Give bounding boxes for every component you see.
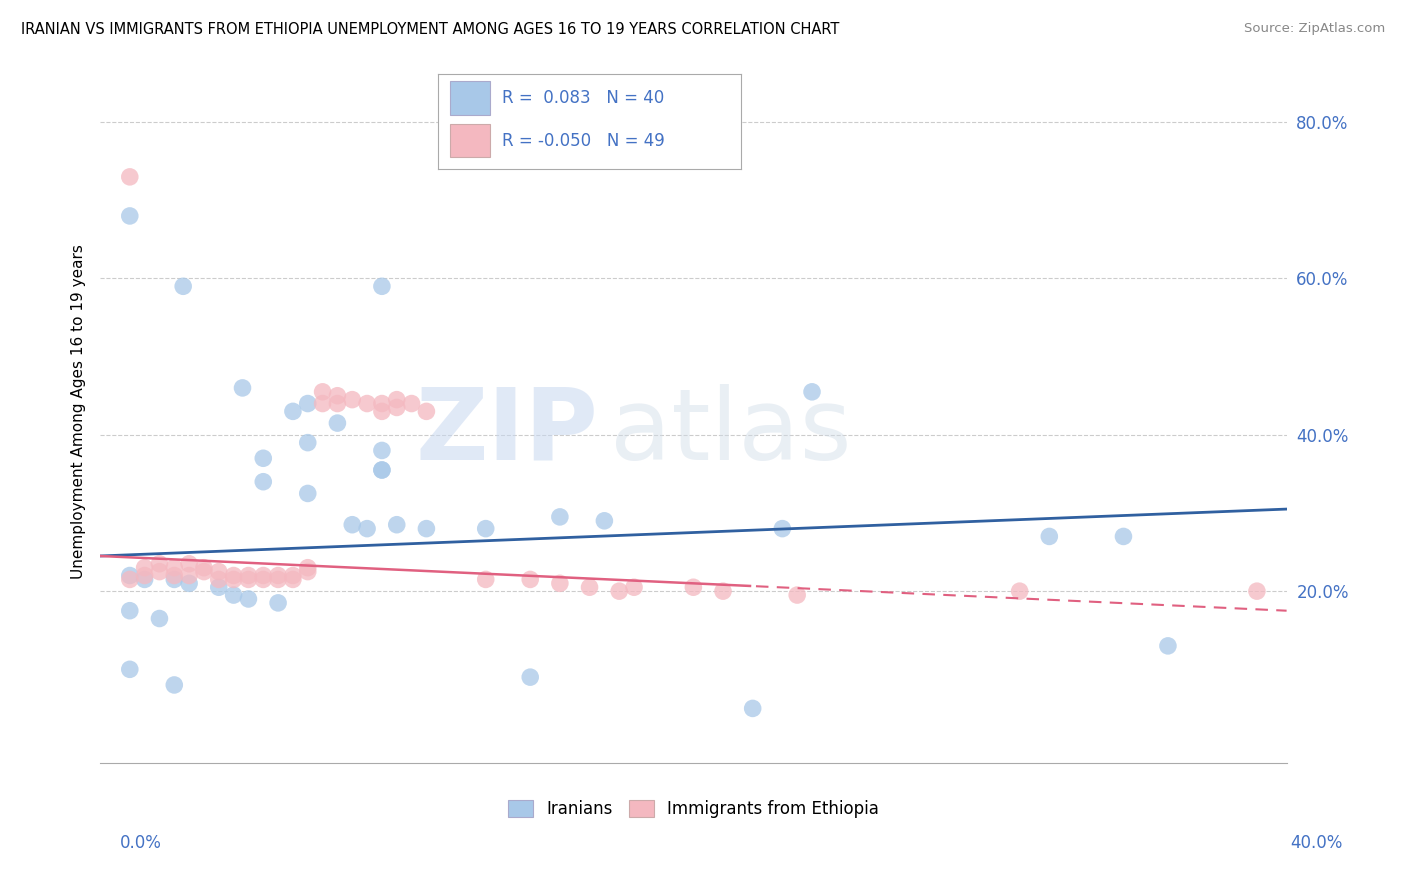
Point — [179, 557, 201, 571]
Point — [297, 486, 319, 500]
Y-axis label: Unemployment Among Ages 16 to 19 years: Unemployment Among Ages 16 to 19 years — [72, 244, 86, 579]
Point — [222, 588, 245, 602]
Point — [238, 568, 260, 582]
Point — [415, 404, 437, 418]
Point — [193, 565, 215, 579]
Legend: Iranians, Immigrants from Ethiopia: Iranians, Immigrants from Ethiopia — [501, 794, 886, 825]
Point — [770, 522, 793, 536]
Point — [252, 451, 274, 466]
Point — [401, 396, 423, 410]
Point — [371, 279, 394, 293]
Point — [1246, 584, 1268, 599]
Point — [356, 396, 378, 410]
Point — [356, 522, 378, 536]
Point — [281, 404, 304, 418]
Point — [607, 584, 630, 599]
Point — [267, 596, 290, 610]
Point — [163, 573, 186, 587]
Point — [326, 396, 349, 410]
Point — [134, 573, 156, 587]
Point — [193, 560, 215, 574]
Point — [118, 604, 141, 618]
Point — [163, 678, 186, 692]
Point — [385, 517, 408, 532]
Text: 40.0%: 40.0% — [1291, 834, 1343, 852]
Point — [281, 573, 304, 587]
Point — [267, 573, 290, 587]
Point — [163, 560, 186, 574]
Point — [163, 568, 186, 582]
Point — [252, 573, 274, 587]
Point — [474, 522, 496, 536]
Point — [148, 565, 170, 579]
Point — [593, 514, 616, 528]
Point — [231, 381, 253, 395]
Point — [118, 169, 141, 184]
Point — [1038, 529, 1060, 543]
Point — [311, 384, 333, 399]
Point — [297, 396, 319, 410]
Point — [519, 573, 541, 587]
Point — [326, 389, 349, 403]
Text: atlas: atlas — [610, 384, 852, 481]
Point — [578, 580, 600, 594]
Point — [208, 580, 231, 594]
Point — [148, 611, 170, 625]
Point — [741, 701, 763, 715]
Point — [267, 568, 290, 582]
Point — [208, 565, 231, 579]
Point — [371, 396, 394, 410]
Point — [1157, 639, 1180, 653]
Point — [342, 392, 364, 407]
Point — [238, 591, 260, 606]
Point — [474, 573, 496, 587]
Point — [134, 560, 156, 574]
Point — [222, 568, 245, 582]
Point — [548, 576, 571, 591]
Point — [118, 568, 141, 582]
Point — [371, 463, 394, 477]
Point — [179, 568, 201, 582]
Point — [252, 475, 274, 489]
Point — [385, 392, 408, 407]
Point — [326, 416, 349, 430]
Point — [172, 279, 194, 293]
Text: IRANIAN VS IMMIGRANTS FROM ETHIOPIA UNEMPLOYMENT AMONG AGES 16 TO 19 YEARS CORRE: IRANIAN VS IMMIGRANTS FROM ETHIOPIA UNEM… — [21, 22, 839, 37]
Point — [371, 463, 394, 477]
Point — [371, 443, 394, 458]
Point — [252, 568, 274, 582]
Point — [682, 580, 704, 594]
Point — [711, 584, 734, 599]
Point — [1112, 529, 1135, 543]
Point — [297, 565, 319, 579]
Point — [786, 588, 808, 602]
Point — [148, 557, 170, 571]
Point — [297, 435, 319, 450]
Point — [548, 509, 571, 524]
Point — [134, 568, 156, 582]
Point — [208, 573, 231, 587]
Point — [342, 517, 364, 532]
Point — [118, 209, 141, 223]
Text: 0.0%: 0.0% — [120, 834, 162, 852]
Point — [311, 396, 333, 410]
Point — [179, 576, 201, 591]
Text: ZIP: ZIP — [416, 384, 599, 481]
Point — [118, 573, 141, 587]
Point — [222, 573, 245, 587]
Point — [801, 384, 824, 399]
Point — [281, 568, 304, 582]
Point — [1008, 584, 1031, 599]
Point — [519, 670, 541, 684]
Point — [415, 522, 437, 536]
Point — [297, 560, 319, 574]
Point — [623, 580, 645, 594]
Point — [238, 573, 260, 587]
Text: Source: ZipAtlas.com: Source: ZipAtlas.com — [1244, 22, 1385, 36]
Point — [118, 662, 141, 676]
Point — [385, 401, 408, 415]
Point — [371, 404, 394, 418]
